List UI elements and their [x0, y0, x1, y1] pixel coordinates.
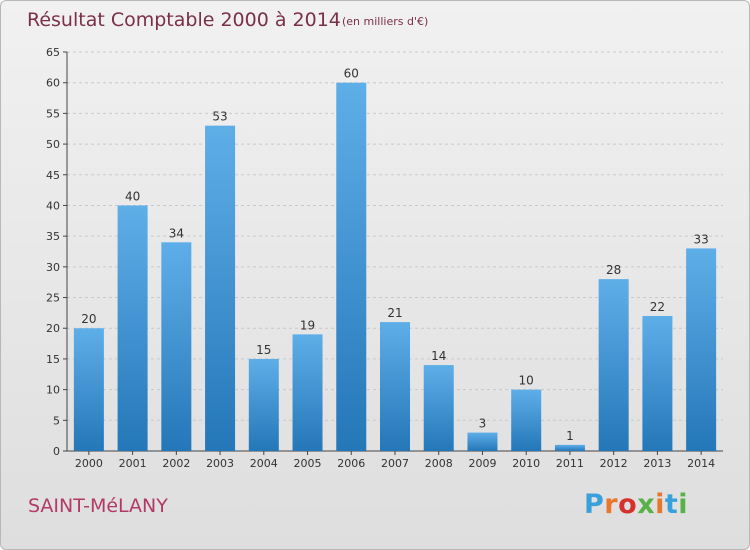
data-label: 20: [81, 312, 96, 326]
logo-letter: o: [618, 489, 638, 520]
logo-letter: P: [584, 489, 605, 520]
data-label: 28: [606, 263, 621, 277]
x-tick-label: 2013: [643, 457, 671, 470]
logo-letter: r: [604, 489, 619, 520]
data-label: 3: [479, 417, 487, 431]
y-tick-label: 40: [46, 199, 60, 212]
data-label: 60: [344, 67, 359, 81]
bar: [511, 389, 542, 451]
bar: [554, 444, 585, 451]
y-tick-label: 55: [46, 107, 60, 120]
x-tick-label: 2002: [162, 457, 190, 470]
y-tick-label: 60: [46, 77, 60, 90]
data-label: 33: [693, 232, 708, 246]
data-label: 40: [125, 189, 140, 203]
bar: [205, 125, 236, 452]
x-tick-label: 2014: [687, 457, 715, 470]
x-tick-label: 2007: [381, 457, 409, 470]
x-tick-label: 2006: [337, 457, 365, 470]
bar: [292, 334, 323, 451]
bar: [467, 432, 498, 451]
data-label: 1: [566, 429, 574, 443]
x-tick-label: 2001: [119, 457, 147, 470]
y-tick-label: 45: [46, 169, 60, 182]
x-tick-label: 2003: [206, 457, 234, 470]
y-tick-label: 35: [46, 230, 60, 243]
bar: [73, 328, 104, 451]
y-tick-label: 15: [46, 353, 60, 366]
y-tick-label: 10: [46, 384, 60, 397]
data-label: 10: [519, 374, 534, 388]
y-tick-label: 50: [46, 138, 60, 151]
proxiti-logo: Proxiti: [584, 489, 688, 520]
data-label: 15: [256, 343, 271, 357]
bar: [248, 358, 279, 451]
chart-subtitle: (en milliers d'€): [342, 15, 429, 28]
y-tick-label: 25: [46, 292, 60, 305]
x-tick-label: 2005: [294, 457, 322, 470]
logo-letter: i: [678, 489, 689, 520]
data-label: 14: [431, 349, 446, 363]
x-tick-label: 2000: [75, 457, 103, 470]
bar: [380, 322, 410, 451]
logo-letter: i: [655, 489, 665, 520]
commune-name: SAINT-MéLANY: [28, 495, 168, 517]
x-tick-label: 2012: [600, 457, 628, 470]
y-tick-label: 65: [46, 46, 60, 59]
x-tick-label: 2004: [250, 457, 278, 470]
chart-title: Résultat Comptable 2000 à 2014: [27, 9, 341, 31]
data-label: 34: [169, 226, 184, 240]
bar: [336, 82, 367, 451]
data-label: 22: [650, 300, 665, 314]
x-tick-label: 2010: [512, 457, 540, 470]
y-tick-label: 20: [46, 322, 60, 335]
x-tick-label: 2008: [425, 457, 453, 470]
bar: [642, 315, 673, 451]
x-tick-label: 2009: [468, 457, 496, 470]
y-tick-label: 5: [53, 414, 60, 427]
bar: [161, 242, 192, 451]
y-tick-label: 30: [46, 261, 60, 274]
data-label: 19: [300, 318, 315, 332]
data-label: 53: [212, 110, 227, 124]
logo-letter: t: [664, 489, 679, 520]
bar: [598, 279, 629, 451]
data-label: 21: [387, 306, 402, 320]
bar: [117, 205, 148, 451]
bar: [423, 365, 454, 451]
x-tick-label: 2011: [556, 457, 584, 470]
y-tick-label: 0: [53, 445, 60, 458]
bar: [686, 248, 717, 451]
logo-letter: x: [637, 489, 656, 520]
